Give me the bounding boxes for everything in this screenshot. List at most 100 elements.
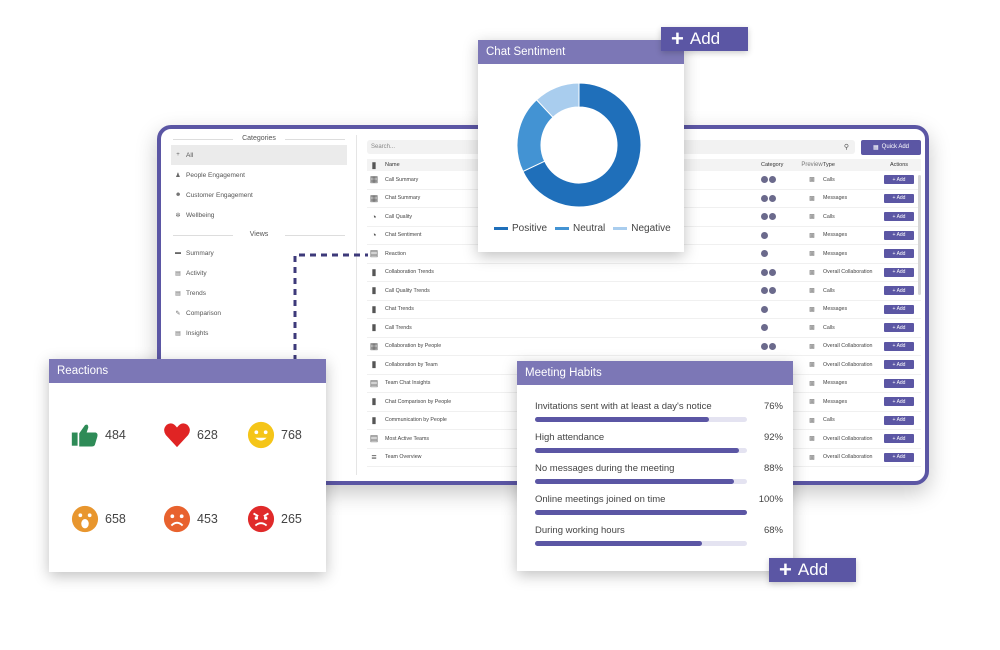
preview-icon[interactable]: ▩	[809, 177, 815, 184]
sidebar-item-insights[interactable]: ▤ Insights	[165, 323, 353, 343]
row-add-button[interactable]: + Add	[884, 341, 914, 351]
row-add-button[interactable]: + Add	[884, 452, 914, 462]
table-row[interactable]: ▮ Collaboration Trends ▩ Overall Collaborat…	[367, 264, 921, 282]
row-add-button[interactable]: + Add	[884, 212, 914, 222]
habit-progress-track	[535, 417, 747, 422]
row-actions: + Add	[879, 378, 919, 388]
thumbs-up-icon	[71, 421, 99, 449]
table-row[interactable]: ▮ Chat Trends ▩ Messages + Add	[367, 301, 921, 319]
preview-icon[interactable]: ▩	[809, 380, 815, 387]
sidebar-item-all[interactable]: + All	[171, 145, 347, 165]
sidebar-divider	[356, 135, 357, 475]
sidebar-item-wellbeing[interactable]: ✼ Wellbeing	[165, 205, 353, 225]
row-type: Messages	[823, 232, 848, 239]
legend-swatch	[613, 227, 628, 230]
sidebar-item-people-engagement[interactable]: ♟ People Engagement	[165, 165, 353, 185]
preview-icon[interactable]: ▩	[809, 232, 815, 239]
row-add-button[interactable]: + Add	[884, 415, 914, 425]
row-add-button[interactable]: + Add	[884, 397, 914, 407]
reaction-count: 484	[105, 428, 126, 442]
category-badge-icon	[769, 213, 776, 221]
row-type: Overall Collaboration	[823, 454, 873, 461]
header-category[interactable]: Category	[761, 162, 784, 168]
preview-icon[interactable]: ▩	[809, 343, 815, 350]
reaction-count: 265	[281, 512, 302, 526]
meeting-habits-title: Meeting Habits	[517, 361, 793, 385]
row-add-button[interactable]: + Add	[884, 323, 914, 333]
preview-icon[interactable]: ▩	[809, 269, 815, 276]
donut-slice-positive[interactable]	[522, 82, 642, 208]
habit-progress-track	[535, 541, 747, 546]
bar-icon: ▮	[371, 359, 377, 370]
row-add-button[interactable]: + Add	[884, 304, 914, 314]
row-add-button[interactable]: + Add	[884, 267, 914, 277]
sidebar-item-activity[interactable]: ▤ Activity	[165, 263, 353, 283]
row-actions: + Add	[879, 249, 919, 259]
preview-icon[interactable]: ▩	[809, 214, 815, 221]
preview-icon[interactable]: ▩	[809, 288, 815, 295]
list-icon: ≡	[371, 452, 377, 463]
habit-label: During working hours	[535, 525, 625, 536]
header-actions: Actions	[889, 162, 909, 168]
card-icon: ▤	[369, 433, 379, 444]
sidebar-item-customer-engagement[interactable]: ☻ Customer Engagement	[165, 185, 353, 205]
row-name: Chat Comparison by People	[385, 398, 452, 405]
table-row[interactable]: ▮ Call Quality Trends ▩ Calls + Add	[367, 282, 921, 301]
row-add-button[interactable]: + Add	[884, 193, 914, 203]
legend-item-positive: Positive	[494, 223, 547, 234]
preview-icon[interactable]: ▩	[809, 195, 815, 202]
plus-icon: +	[779, 557, 792, 582]
donut-slice-negative[interactable]	[535, 82, 580, 119]
reaction-count: 628	[197, 428, 218, 442]
row-type: Calls	[823, 287, 835, 294]
row-add-button[interactable]: + Add	[884, 378, 914, 388]
row-actions: + Add	[879, 212, 919, 222]
row-add-button[interactable]: + Add	[884, 249, 914, 259]
preview-icon[interactable]: ▩	[809, 417, 815, 424]
row-add-button[interactable]: + Add	[884, 175, 914, 185]
row-add-button[interactable]: + Add	[884, 434, 914, 444]
insights-icon: ▤	[175, 330, 181, 337]
sidebar: Categories + All ♟ People Engagement ☻ Custom…	[165, 133, 353, 481]
row-add-button[interactable]: + Add	[884, 230, 914, 240]
preview-icon[interactable]: ▩	[809, 362, 815, 369]
preview-icon[interactable]: ▩	[809, 454, 815, 461]
legend-label: Neutral	[573, 223, 606, 234]
category-list: + All ♟ People Engagement ☻ Customer Engageme…	[165, 145, 353, 225]
sidebar-item-label: Insights	[186, 329, 209, 337]
sidebar-item-label: Comparison	[186, 309, 222, 317]
table-row[interactable]: ▤ Reaction ▩ Messages + Add	[367, 245, 921, 264]
preview-icon[interactable]: ▩	[809, 436, 815, 443]
row-name: Communication by People	[385, 417, 447, 424]
add-chat-sentiment-button[interactable]: + Add	[661, 27, 748, 51]
sidebar-item-comparison[interactable]: ✎ Comparison	[165, 303, 353, 323]
row-name: Collaboration by Team	[385, 361, 438, 368]
sidebar-item-summary[interactable]: ▬ Summary	[165, 243, 353, 263]
preview-icon[interactable]: ▩	[809, 306, 815, 313]
category-badge-icon	[761, 194, 768, 202]
header-type[interactable]: Type	[823, 162, 835, 168]
preview-icon[interactable]: ▩	[809, 399, 815, 406]
sidebar-item-label: Activity	[186, 269, 207, 277]
row-type: Calls	[823, 324, 835, 331]
table-scrollbar[interactable]	[918, 175, 921, 295]
reaction-item: 628	[163, 421, 218, 449]
sidebar-item-trends[interactable]: ▤ Trends	[165, 283, 353, 303]
row-add-button[interactable]: + Add	[884, 360, 914, 370]
row-name: Reaction	[385, 250, 406, 257]
row-name: Call Trends	[385, 324, 412, 331]
table-row[interactable]: ▦ Collaboration by People ▩ Overall Collabo…	[367, 338, 921, 356]
table-row[interactable]: ▮ Call Trends ▩ Calls + Add	[367, 319, 921, 338]
reaction-item: 768	[247, 421, 302, 449]
row-actions: + Add	[879, 175, 919, 185]
preview-icon[interactable]: ▩	[809, 325, 815, 332]
grid-icon: ▦	[369, 340, 379, 351]
search-icon[interactable]: ⚲	[843, 144, 849, 151]
row-add-button[interactable]: + Add	[884, 286, 914, 296]
dashed-connector	[293, 253, 368, 405]
sidebar-item-label: All	[186, 151, 194, 159]
header-name[interactable]: Name	[385, 162, 400, 168]
quick-add-button[interactable]: ▦ Quick Add	[861, 139, 921, 155]
add-meeting-habits-button[interactable]: + Add	[769, 558, 856, 582]
preview-icon[interactable]: ▩	[809, 251, 815, 258]
